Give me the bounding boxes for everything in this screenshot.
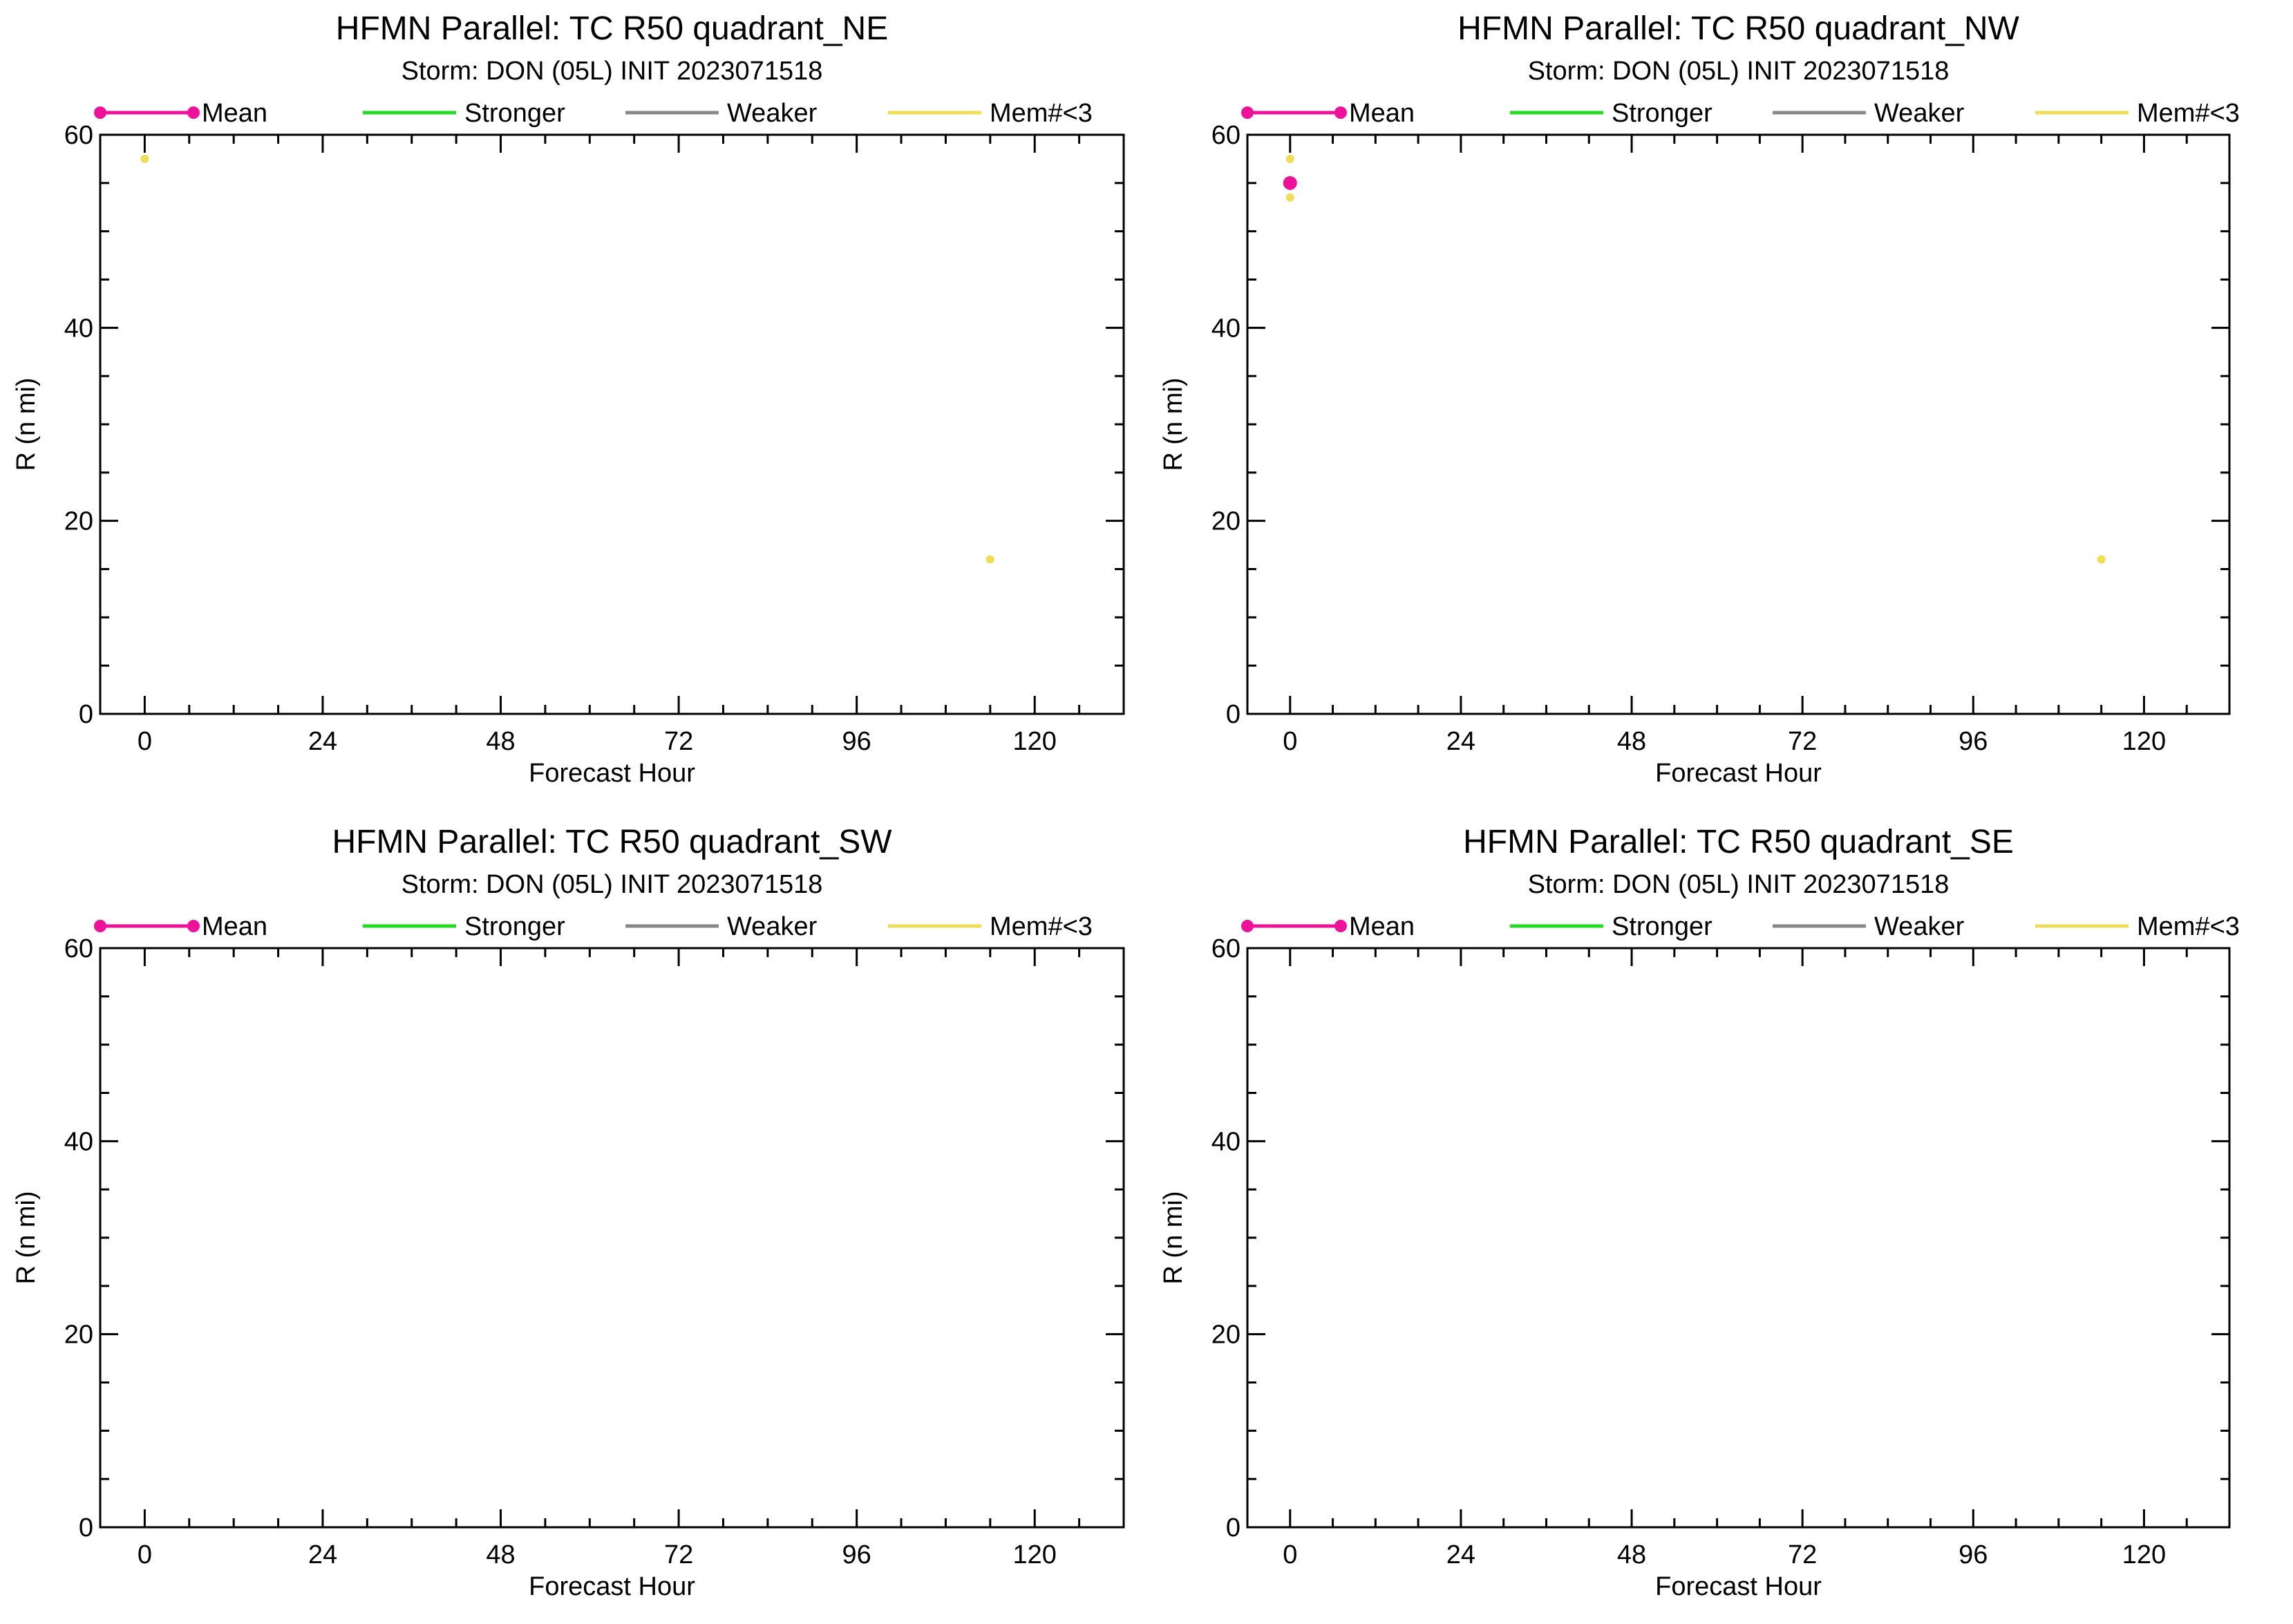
legend-label-3: Mem#<3 xyxy=(990,99,1093,128)
x-tick-label: 48 xyxy=(1617,1540,1646,1569)
legend-marker-start xyxy=(1241,920,1254,932)
y-tick-label: 20 xyxy=(1211,1321,1240,1350)
x-tick-label: 96 xyxy=(1959,727,1988,756)
legend-marker-end xyxy=(187,106,200,119)
chart-panel-1: HFMN Parallel: TC R50 quadrant_NE Storm: … xyxy=(12,10,1125,788)
data-point xyxy=(2097,555,2106,564)
x-tick-label: 72 xyxy=(664,1540,693,1569)
x-tick-label: 120 xyxy=(1013,1540,1057,1569)
x-tick-label: 120 xyxy=(2122,1540,2166,1569)
x-axis-label: Forecast Hour xyxy=(529,1572,695,1601)
x-tick-label: 48 xyxy=(486,727,515,756)
x-tick-label: 0 xyxy=(138,727,152,756)
legend-marker-start xyxy=(1241,106,1254,119)
legend-label-0: Mean xyxy=(1349,912,1415,941)
chart-panel-3: HFMN Parallel: TC R50 quadrant_SW Storm: … xyxy=(12,824,1125,1601)
legend-marker-start xyxy=(94,106,106,119)
x-tick-label: 96 xyxy=(1959,1540,1988,1569)
y-axis-label: R (n mi) xyxy=(12,1191,41,1284)
y-axis-label: R (n mi) xyxy=(1159,1191,1188,1284)
chart-panel-2: HFMN Parallel: TC R50 quadrant_NW Storm: … xyxy=(1159,10,2240,788)
y-tick-label: 40 xyxy=(64,1127,93,1156)
plot-frame xyxy=(99,947,1125,1529)
x-tick-label: 72 xyxy=(1788,727,1817,756)
legend-label-1: Stronger xyxy=(1612,912,1712,941)
data-point xyxy=(1285,154,1294,163)
x-tick-label: 0 xyxy=(1283,1540,1297,1569)
x-tick-label: 96 xyxy=(842,727,871,756)
x-tick-label: 48 xyxy=(1617,727,1646,756)
chart-title: HFMN Parallel: TC R50 quadrant_NW xyxy=(1457,10,2019,47)
data-point xyxy=(1283,176,1297,190)
x-tick-label: 120 xyxy=(2122,727,2166,756)
legend-label-3: Mem#<3 xyxy=(990,912,1093,941)
x-tick-label: 0 xyxy=(1283,727,1297,756)
x-axis-label: Forecast Hour xyxy=(529,759,695,788)
y-tick-label: 60 xyxy=(64,934,93,963)
chart-subtitle: Storm: DON (05L) INIT 2023071518 xyxy=(1528,57,1950,86)
chart-title: HFMN Parallel: TC R50 quadrant_SW xyxy=(332,824,892,860)
x-tick-label: 24 xyxy=(1446,1540,1475,1569)
y-tick-label: 20 xyxy=(64,1321,93,1350)
y-tick-label: 0 xyxy=(1226,1513,1240,1542)
chart-subtitle: Storm: DON (05L) INIT 2023071518 xyxy=(402,870,823,899)
chart-title: HFMN Parallel: TC R50 quadrant_NE xyxy=(336,10,888,47)
data-point xyxy=(1285,193,1294,202)
y-tick-label: 20 xyxy=(64,507,93,536)
x-axis-label: Forecast Hour xyxy=(1655,1572,1822,1601)
legend-label-1: Stronger xyxy=(464,99,565,128)
x-tick-label: 48 xyxy=(486,1540,515,1569)
plot-frame xyxy=(1246,133,2231,715)
y-tick-label: 60 xyxy=(1211,934,1240,963)
x-tick-label: 120 xyxy=(1013,727,1057,756)
y-tick-label: 0 xyxy=(1226,700,1240,729)
x-tick-label: 24 xyxy=(308,1540,337,1569)
legend-label-2: Weaker xyxy=(727,912,818,941)
legend-label-2: Weaker xyxy=(727,99,818,128)
data-point xyxy=(985,555,994,564)
legend-label-1: Stronger xyxy=(464,912,565,941)
y-axis-label: R (n mi) xyxy=(1159,377,1188,471)
legend-marker-end xyxy=(1334,920,1347,932)
legend-marker-end xyxy=(187,920,200,932)
x-axis-label: Forecast Hour xyxy=(1655,759,1822,788)
y-axis-label: R (n mi) xyxy=(12,377,41,471)
chart-subtitle: Storm: DON (05L) INIT 2023071518 xyxy=(1528,870,1950,899)
legend-label-2: Weaker xyxy=(1874,99,1965,128)
x-tick-label: 24 xyxy=(308,727,337,756)
legend-label-3: Mem#<3 xyxy=(2137,912,2240,941)
legend-marker-end xyxy=(1334,106,1347,119)
y-tick-label: 40 xyxy=(1211,1127,1240,1156)
plot-frame xyxy=(99,133,1125,715)
y-tick-label: 40 xyxy=(1211,314,1240,343)
legend-label-2: Weaker xyxy=(1874,912,1965,941)
x-tick-label: 72 xyxy=(1788,1540,1817,1569)
y-tick-label: 40 xyxy=(64,314,93,343)
y-tick-label: 20 xyxy=(1211,507,1240,536)
legend-label-0: Mean xyxy=(202,99,267,128)
y-tick-label: 60 xyxy=(64,121,93,150)
chart-title: HFMN Parallel: TC R50 quadrant_SE xyxy=(1463,824,2014,860)
x-tick-label: 0 xyxy=(138,1540,152,1569)
legend-marker-start xyxy=(94,920,106,932)
plot-frame xyxy=(1246,947,2231,1529)
legend-label-3: Mem#<3 xyxy=(2137,99,2240,128)
chart-panel-4: HFMN Parallel: TC R50 quadrant_SE Storm: … xyxy=(1159,824,2240,1601)
legend-label-0: Mean xyxy=(1349,99,1415,128)
y-tick-label: 60 xyxy=(1211,121,1240,150)
y-tick-label: 0 xyxy=(79,700,93,729)
chart-subtitle: Storm: DON (05L) INIT 2023071518 xyxy=(402,57,823,86)
x-tick-label: 96 xyxy=(842,1540,871,1569)
x-tick-label: 72 xyxy=(664,727,693,756)
y-tick-label: 0 xyxy=(79,1513,93,1542)
x-tick-label: 24 xyxy=(1446,727,1475,756)
data-point xyxy=(140,154,149,163)
legend-label-1: Stronger xyxy=(1612,99,1712,128)
legend-label-0: Mean xyxy=(202,912,267,941)
